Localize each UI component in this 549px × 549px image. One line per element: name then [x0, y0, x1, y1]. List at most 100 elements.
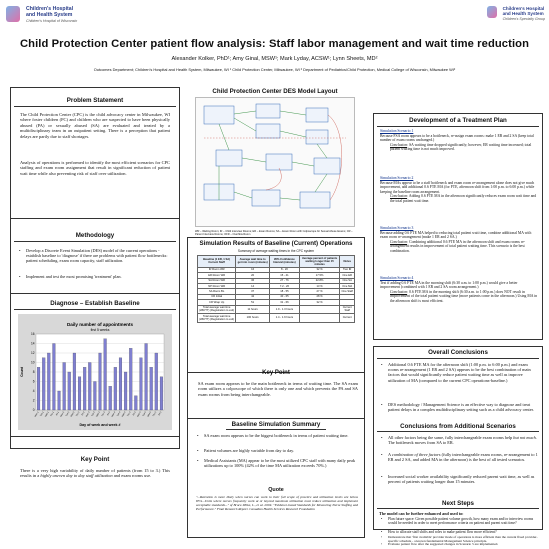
- additional-scenarios-title: Conclusions from Additional Scenarios: [400, 423, 516, 430]
- scenario-3-heading: Simulation Scenario 3: [380, 226, 414, 230]
- key-point-left-text-b: and exam rooms use.: [112, 473, 152, 479]
- poster-authors: Alexander Kolker, PhD¹; Amy Ginal, MSW¹;…: [171, 56, 378, 62]
- chart-bar: [42, 357, 46, 411]
- key-point-mid-title: Key Point: [262, 370, 290, 376]
- logo-left-sub: Children's Hospital of Wisconsin: [26, 19, 78, 23]
- chart-x-tick-label: Mon 4: [112, 411, 117, 418]
- model-diagram-svg: [203, 103, 346, 209]
- scenario-2-conclusion: : Adding 0.6 FTE MA in the afternoon sig…: [390, 194, 537, 203]
- table-header-cell: Baseline (1 ER, 1 SA) Current Staff: [196, 255, 237, 268]
- chart-x-tick-label: Tue 1: [40, 411, 45, 417]
- chart-x-tick-label: Tue 2: [66, 411, 71, 417]
- chart-x-tick-label: Thu 2: [76, 411, 81, 417]
- table-cell: [298, 313, 341, 323]
- scenario-1-text: Because FSA room appears to be a bottlen…: [380, 133, 534, 143]
- flow-arrow: [314, 173, 328, 193]
- additional-bullet-1-b: . The bottleneck moves from SA to ER.: [388, 435, 537, 446]
- chart-y-axis-label: Count: [20, 366, 24, 377]
- chart-x-tick-label: Fri 3: [106, 410, 111, 416]
- interview-room-node: [255, 123, 281, 139]
- flow-arrow: [279, 110, 307, 116]
- additional-bullet-2-emphasis: combination of three factors: [391, 452, 441, 457]
- chart-bar: [98, 352, 102, 411]
- chart-bar: [37, 367, 41, 411]
- chart-bar: [72, 352, 76, 411]
- scenario-1-conclusion-label: Conclusion: [390, 142, 408, 147]
- additional-bullet-1: All other factors being the same, fully …: [379, 435, 539, 445]
- flow-arrow: [233, 110, 257, 115]
- additional-bullet-3: Increased social worker availability sig…: [379, 474, 539, 484]
- chart-x-tick-label: Tue 5: [143, 411, 148, 417]
- additional-bullet-1-a: All other factors being the same, fully …: [388, 435, 514, 440]
- chart-bar: [118, 357, 122, 411]
- table-cell: Total average wait time (WR/TT) (Registr…: [196, 313, 237, 323]
- scenario-2-text: Because MAs appear to be a staff bottlen…: [380, 180, 535, 194]
- table-cell: 31 - 66: [269, 299, 300, 306]
- chart-x-tick-label: Wed 3: [96, 411, 101, 418]
- problem-paragraph-1: The Child Protection Center (CPC) is the…: [20, 112, 170, 139]
- baseline-summary-title: Baseline Simulation Summary: [231, 421, 321, 428]
- scenario-4-conclusion: : 0.6 FTE MA in the morning shift (6:30 …: [390, 289, 538, 303]
- next-steps-bullet-3: Demonstrate that 'first available' provi…: [379, 535, 539, 543]
- exit-node: [299, 191, 331, 209]
- key-point-left-text-a: There is a very high variability of dail…: [20, 468, 170, 479]
- table-cell: Current: [339, 313, 355, 323]
- chart-x-tick-label: Fri 1: [55, 410, 60, 416]
- table-cell: Current Staff: [339, 304, 355, 315]
- section-divider: [187, 418, 365, 419]
- scenario-4-block: Simulation Scenario 4 Test if adding 0.6…: [380, 276, 538, 303]
- sa-exam-room-node: [305, 129, 329, 145]
- key-point-left-emphasis: highly uneven day to day staff utilizati…: [40, 473, 113, 479]
- overall-bullet-2: DES methodology / Management Science is …: [379, 402, 539, 412]
- table-cell: 11 hours: [235, 304, 270, 315]
- additional-bullet-2: A combination of three factors (fully in…: [379, 452, 539, 462]
- chart-x-tick-label: Mon 2: [60, 411, 65, 418]
- chart-bar: [52, 343, 56, 411]
- hospital-logo-icon: [486, 6, 497, 18]
- chart-y-tick-label: 0: [33, 408, 35, 412]
- poster-title: Child Protection Center patient flow ana…: [19, 38, 530, 50]
- next-steps-bullet-2: How to allocate staff shifts and roles t…: [379, 530, 539, 534]
- chart-bar: [78, 376, 82, 411]
- chart-x-tick-label: Tue 4: [117, 411, 122, 417]
- des-model-layout-diagram: [195, 97, 355, 227]
- next-steps-title: Next Steps: [442, 500, 474, 507]
- table-row: CR Wrap Up 51 31 - 66 32 %: [196, 299, 355, 306]
- flow-arrow: [327, 114, 342, 201]
- scenario-3-block: Simulation Scenario 3 Because adding 0.6…: [380, 226, 538, 253]
- flow-arrow: [279, 130, 307, 138]
- baseline-bullet-1: SA exam room appears to be the biggest b…: [195, 433, 360, 438]
- table-cell: Total average wait time (WR/TT) (Registr…: [196, 304, 237, 315]
- chart-y-tick-label: 2: [33, 399, 35, 403]
- key-point-left-title: Key Point: [80, 456, 110, 463]
- poster-affiliations: Outcomes Department; Children's Hospital…: [93, 67, 456, 72]
- table-row: Total average wait time (WR/TT) (Registr…: [196, 313, 355, 323]
- table-cell: [298, 304, 341, 315]
- logo-right-line1: Children's Hospital: [502, 6, 545, 11]
- scenario-4-text: Test if adding 0.6 FTE MA in the morning…: [380, 280, 518, 290]
- chart-y-tick-label: 4: [33, 389, 35, 393]
- childrens-hospital-logo: Children's Hospital and Health System Ch…: [6, 6, 116, 34]
- flow-arrow: [279, 197, 301, 201]
- additional-bullet-1-emphasis: but not much: [513, 435, 536, 440]
- chart-x-tick-label: Fri 2: [81, 410, 86, 416]
- flow-arrow: [233, 117, 257, 132]
- additional-bullet-2-b: (fully interchangeable exam rooms, re-ar…: [388, 452, 538, 463]
- table-cell: 1.9 - 1.3 hours: [269, 304, 300, 315]
- flow-arrow: [233, 191, 253, 199]
- chart-x-tick-label: Wed 5: [147, 411, 152, 418]
- methodology-title: Methodology: [75, 232, 115, 239]
- scenario-2-heading: Simulation Scenario 2: [380, 176, 414, 180]
- section-divider: [14, 309, 176, 310]
- chart-bar: [149, 367, 153, 411]
- scenario-1-block: Simulation Scenario 1 Because FSA room a…: [380, 129, 538, 152]
- diagnose-title: Diagnose – Establish Baseline: [50, 300, 140, 307]
- chart-y-tick-label: 12: [31, 351, 35, 355]
- next-steps-intro: The model can be further enhanced and us…: [379, 511, 464, 516]
- chart-x-tick-label: Fri 5: [158, 410, 163, 416]
- childrens-specialty-group-logo: Children's Hospital and Health System Ch…: [475, 6, 545, 36]
- chart-bar: [62, 362, 66, 411]
- chart-x-tick-label: Fri 4: [132, 410, 137, 416]
- chart-x-tick-label: Thu 4: [127, 411, 132, 417]
- chart-x-tick-label: Wed 1: [45, 411, 50, 418]
